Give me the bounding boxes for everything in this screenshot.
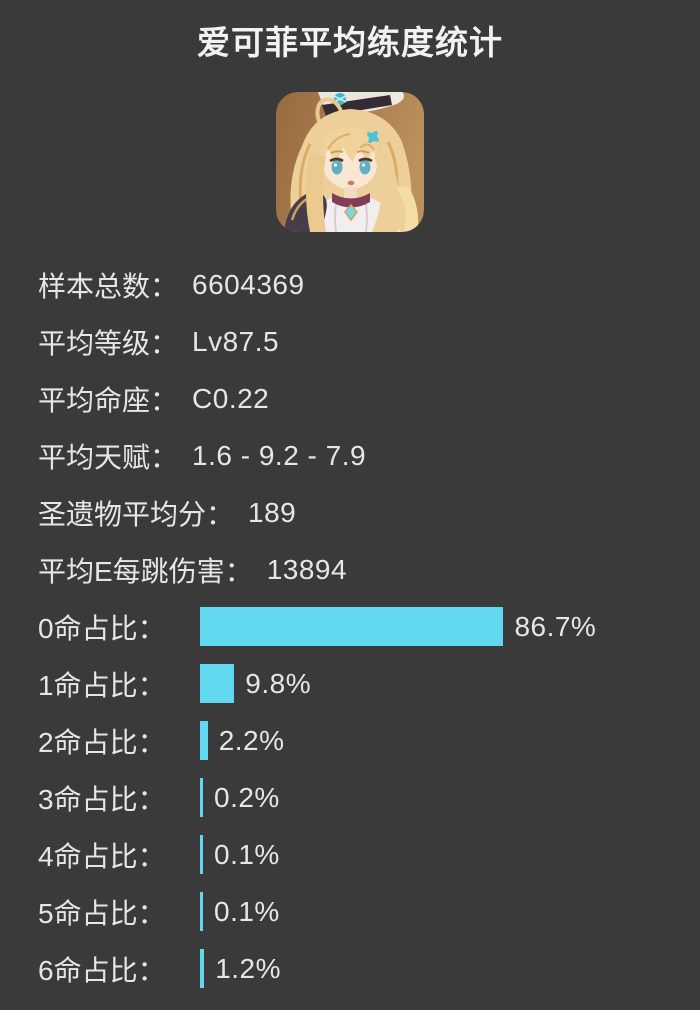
stat-label: 平均命座 [38,384,151,416]
stat-colon: ： [224,555,253,587]
stat-colon: ： [206,498,235,530]
bar-row: 3命占比： 0.2% [0,769,700,826]
eyes [329,157,373,175]
bar [200,664,235,703]
stat-label: 样本总数 [38,270,151,302]
hair-accessory [367,131,379,143]
stat-label: 平均天赋 [38,441,151,473]
bar-row: 4命占比： 0.1% [0,826,700,883]
bar-category-label: 0命占比： [38,612,166,644]
stat-value: C0.22 [192,382,270,414]
stat-value: 6604369 [192,268,305,300]
bar-value-label: 0.1% [214,895,280,927]
stat-label: 平均E每跳伤害 [38,555,225,587]
bar-value-label: 0.1% [214,838,280,870]
bar-category-label: 3命占比： [38,783,166,815]
bar-value-label: 2.2% [218,724,285,756]
pendant-gem [344,203,358,222]
stat-row: 样本总数： 6604369 [0,256,700,313]
stat-value: Lv87.5 [192,325,280,357]
bar [200,721,208,760]
bar [200,778,203,817]
stat-value: 13894 [266,553,348,585]
stat-colon: ： [150,384,179,416]
stat-row: 圣遗物平均分： 189 [0,484,700,541]
constellation-bar-chart: 0命占比： 86.7% 1命占比： 9.8% 2命占比： 2.2% 3命占比： 0.2% 4命占… [0,598,700,997]
stat-colon: ： [150,441,179,473]
stat-label: 平均等级 [38,327,151,359]
bar-value-label: 86.7% [514,610,597,642]
bar-row: 5命占比： 0.1% [0,883,700,940]
bar-category-label: 5命占比： [38,897,166,929]
stat-colon: ： [150,270,179,302]
stat-label: 圣遗物平均分 [38,498,207,530]
bar [200,607,504,646]
bar-category-label: 2命占比： [38,726,166,758]
collar [332,193,370,208]
bar [200,949,205,988]
stat-colon: ： [150,327,179,359]
stats-list: 样本总数： 6604369 平均等级： Lv87.5 平均命座： C0.22 平均天赋： 1.… [0,256,700,598]
bar-row: 2命占比： 2.2% [0,712,700,769]
bar-value-label: 9.8% [245,667,312,699]
stat-row: 平均等级： Lv87.5 [0,313,700,370]
bar-row: 0命占比： 86.7% [0,598,700,655]
page-title: 爱可菲平均练度统计 [197,24,503,61]
character-portrait-art [276,92,424,232]
stat-value: 189 [248,496,297,528]
stat-row: 平均命座： C0.22 [0,370,700,427]
bar-row: 6命占比： 1.2% [0,940,700,997]
stat-row: 平均E每跳伤害： 13894 [0,541,700,598]
character-avatar [276,92,424,232]
stat-value: 1.6 - 9.2 - 7.9 [192,439,367,471]
bar-row: 1命占比： 9.8% [0,655,700,712]
bar [200,892,203,931]
bar [200,835,203,874]
bar-value-label: 1.2% [215,952,282,984]
bar-category-label: 1命占比： [38,669,166,701]
stat-row: 平均天赋： 1.6 - 9.2 - 7.9 [0,427,700,484]
bar-value-label: 0.2% [214,781,280,813]
bar-category-label: 6命占比： [38,954,166,986]
bar-category-label: 4命占比： [38,840,166,872]
